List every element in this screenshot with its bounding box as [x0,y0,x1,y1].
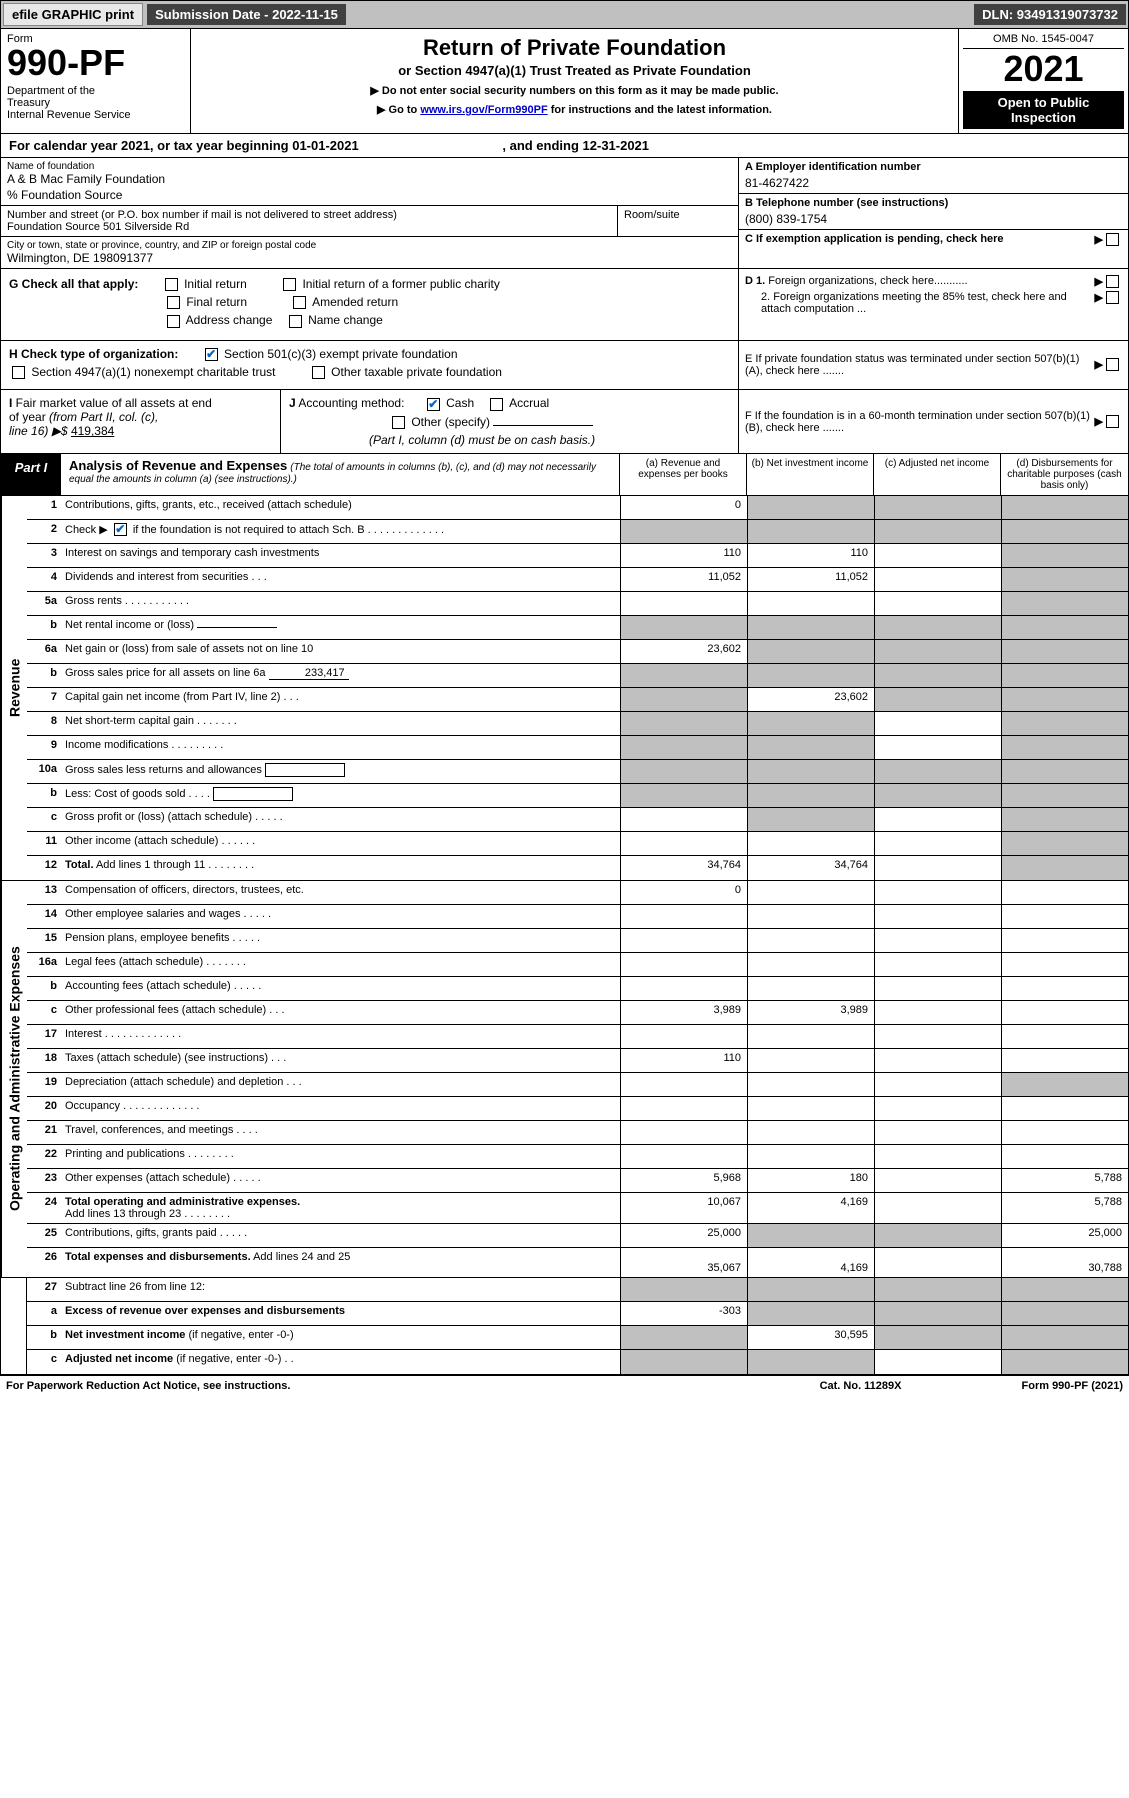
form-title-block: Return of Private Foundation or Section … [191,29,958,133]
tax-year: 2021 [963,49,1124,89]
section-g: G Check all that apply: Initial return I… [0,269,1129,341]
dln-number: DLN: 93491319073732 [974,4,1126,25]
sec501-cb[interactable] [205,348,218,361]
irs-link[interactable]: www.irs.gov/Form990PF [420,104,547,116]
foreign-org-cb[interactable] [1106,275,1119,288]
part1-header: Part I Analysis of Revenue and Expenses … [0,454,1129,496]
open-inspection: Open to Public Inspection [963,91,1124,129]
fmv-amount: 419,384 [71,424,114,438]
phone-cell: B Telephone number (see instructions) (8… [739,194,1128,230]
other-taxable-cb[interactable] [312,366,325,379]
final-return-cb[interactable] [167,296,180,309]
initial-return-cb[interactable] [165,278,178,291]
page-footer: For Paperwork Reduction Act Notice, see … [0,1375,1129,1396]
col-b-header: (b) Net investment income [747,454,874,495]
foreign-85-cb[interactable] [1106,291,1119,304]
amended-cb[interactable] [293,296,306,309]
other-method-cb[interactable] [392,416,405,429]
paperwork-notice: For Paperwork Reduction Act Notice, see … [6,1380,820,1392]
efile-button[interactable]: efile GRAPHIC print [3,3,143,26]
form-header: Form 990-PF Department of theTreasuryInt… [0,29,1129,134]
foundation-name-cell: Name of foundation A & B Mac Family Foun… [1,158,738,206]
section-h: H Check type of organization: Section 50… [0,341,1129,391]
year-block: OMB No. 1545-0047 2021 Open to Public In… [958,29,1128,133]
summary-section: 27Subtract line 26 from line 12: aExcess… [0,1278,1129,1375]
ein-cell: A Employer identification number 81-4627… [739,158,1128,194]
omb-number: OMB No. 1545-0047 [963,33,1124,49]
address-cell: Number and street (or P.O. box number if… [1,206,618,236]
cash-cb[interactable] [427,398,440,411]
schb-cb[interactable] [114,523,127,536]
accrual-cb[interactable] [490,398,503,411]
sec4947-cb[interactable] [12,366,25,379]
col-d-header: (d) Disbursements for charitable purpose… [1001,454,1128,495]
form-title: Return of Private Foundation [197,35,952,61]
name-change-cb[interactable] [289,315,302,328]
city-cell: City or town, state or province, country… [1,237,738,268]
instruction-1: ▶ Do not enter social security numbers o… [197,84,952,97]
expenses-section: Operating and Administrative Expenses 13… [0,881,1129,1278]
form-subtitle: or Section 4947(a)(1) Trust Treated as P… [197,63,952,78]
revenue-section: Revenue 1Contributions, gifts, grants, e… [0,496,1129,881]
section-i-j: I Fair market value of all assets at end… [0,390,1129,454]
initial-former-cb[interactable] [283,278,296,291]
expenses-label: Operating and Administrative Expenses [1,881,27,1277]
exemption-checkbox[interactable] [1106,233,1119,246]
col-c-header: (c) Adjusted net income [874,454,1001,495]
top-bar: efile GRAPHIC print Submission Date - 20… [0,0,1129,29]
entity-block: Name of foundation A & B Mac Family Foun… [0,158,1129,269]
terminated-cb[interactable] [1106,358,1119,371]
60month-cb[interactable] [1106,415,1119,428]
instruction-2: ▶ Go to www.irs.gov/Form990PF for instru… [197,103,952,116]
form-ref: Form 990-PF (2021) [1022,1380,1124,1392]
calendar-year-row: For calendar year 2021, or tax year begi… [0,134,1129,158]
form-number-block: Form 990-PF Department of theTreasuryInt… [1,29,191,133]
col-a-header: (a) Revenue and expenses per books [620,454,747,495]
address-change-cb[interactable] [167,315,180,328]
catalog-number: Cat. No. 11289X [820,1380,902,1392]
part-label: Part I [1,454,61,495]
submission-date: Submission Date - 2022-11-15 [147,4,346,25]
exemption-pending-cell: C If exemption application is pending, c… [739,230,1128,249]
department: Department of theTreasuryInternal Revenu… [7,85,184,121]
form-number: 990-PF [7,45,184,81]
revenue-label: Revenue [1,496,27,880]
room-cell: Room/suite [618,206,738,236]
